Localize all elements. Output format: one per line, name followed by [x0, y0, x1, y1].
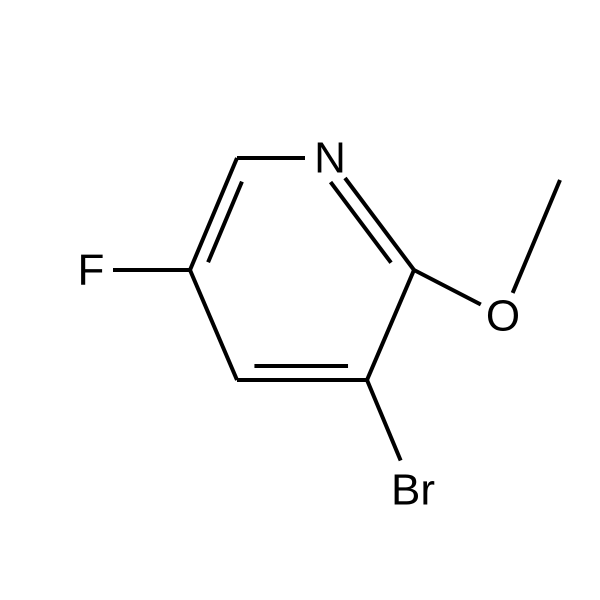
bond-line [331, 182, 391, 263]
bond-line [367, 380, 401, 460]
molecule-canvas: N O Br F [0, 0, 600, 600]
bond-line [208, 182, 242, 263]
atom-label-f: F [78, 246, 105, 295]
atom-label-n: N [314, 134, 346, 183]
bond-line [367, 270, 414, 380]
bond-line [345, 178, 414, 270]
bond-line [513, 180, 560, 293]
bond-line [190, 270, 237, 380]
atom-label-br: Br [391, 466, 435, 515]
bond-line [414, 270, 481, 305]
atom-label-o: O [486, 292, 520, 341]
labels-layer: N O Br F [78, 134, 521, 515]
